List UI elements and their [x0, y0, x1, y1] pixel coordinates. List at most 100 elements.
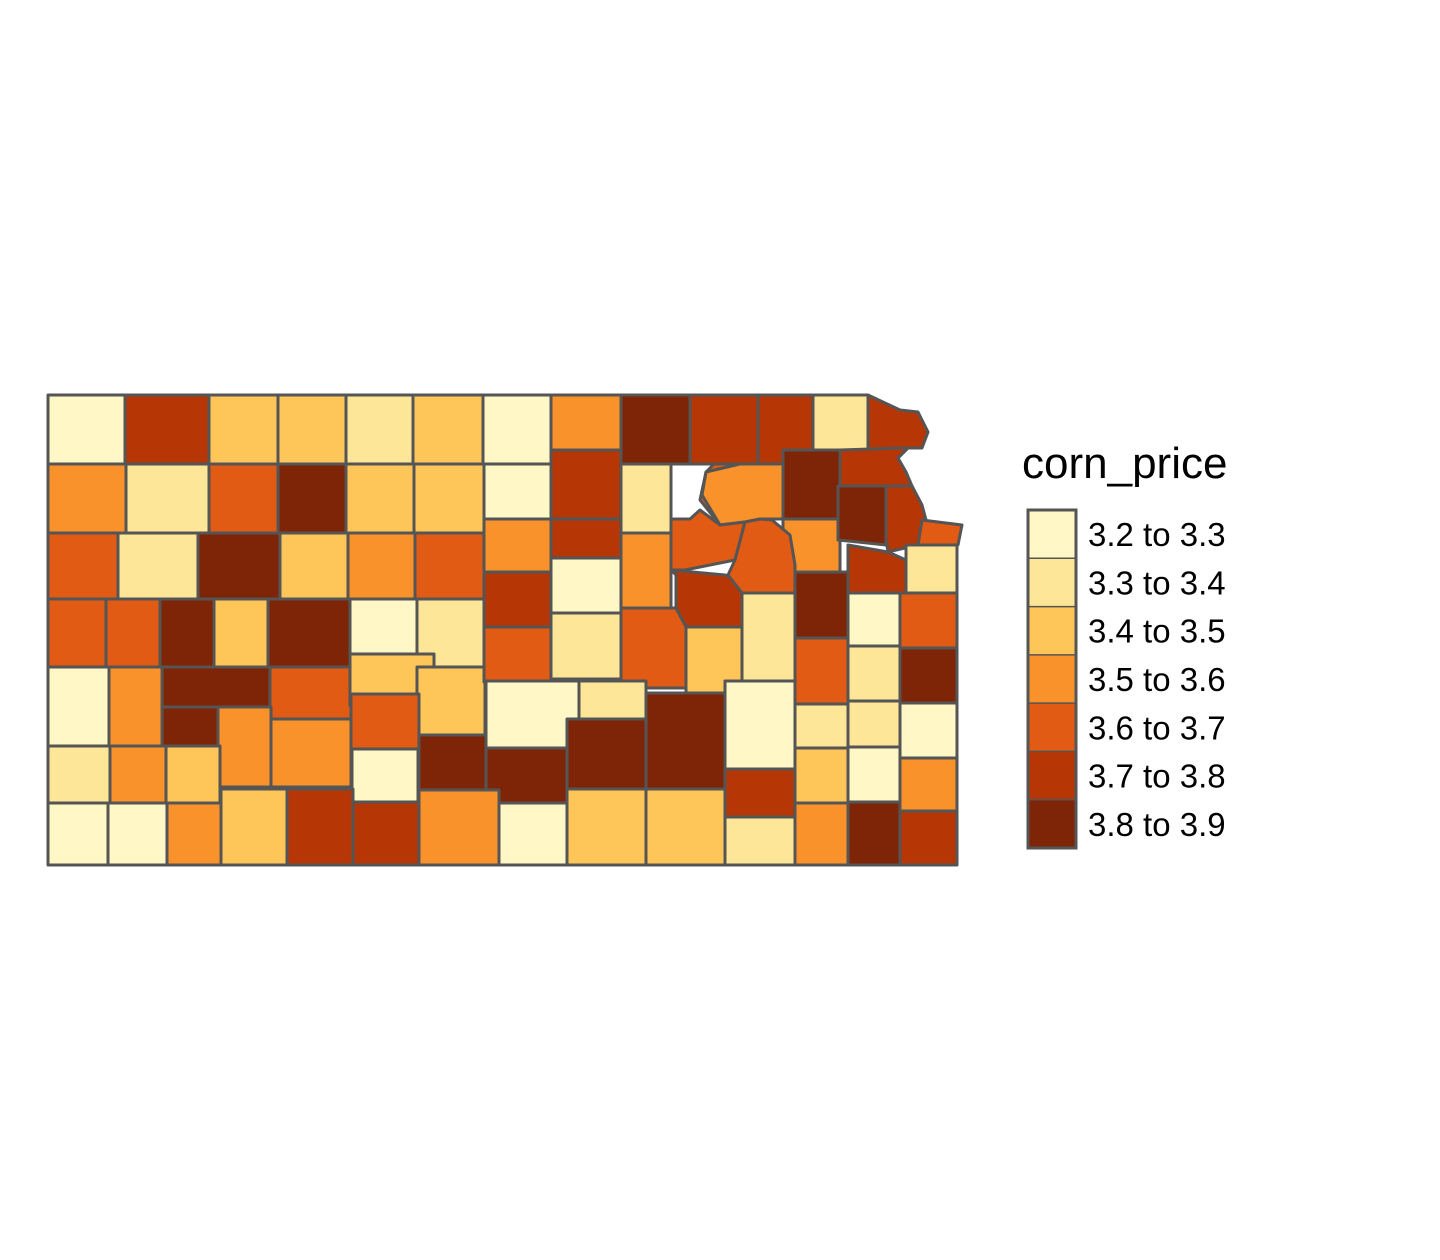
county-2 [123, 393, 211, 466]
county-6 [411, 393, 485, 466]
county-36 [212, 597, 270, 669]
county-54 [415, 665, 487, 737]
legend-swatches [1028, 510, 1076, 848]
county-90 [644, 787, 727, 867]
county-9 [619, 393, 692, 466]
legend-label-1: 3.2 to 3.3 [1088, 516, 1226, 553]
county-92 [793, 801, 850, 867]
county-48 [46, 665, 111, 748]
county-ne-6 [904, 543, 959, 595]
county-29 [482, 517, 553, 574]
county-ne-2 [838, 446, 914, 488]
county-59 [846, 644, 902, 703]
county-34 [104, 597, 162, 669]
county-86 [351, 800, 421, 867]
county-7 [481, 393, 553, 466]
county-33 [46, 597, 108, 669]
county-50 [160, 665, 272, 709]
county-17 [344, 462, 416, 535]
county-18 [412, 462, 486, 535]
county-67 [644, 691, 727, 791]
county-85 [285, 787, 355, 867]
legend-label-3: 3.4 to 3.5 [1088, 613, 1226, 650]
legend-swatch-7 [1028, 799, 1076, 848]
county-49 [107, 665, 164, 749]
county-23 [46, 531, 120, 601]
county-ne-9 [700, 462, 785, 527]
county-22 [781, 448, 842, 521]
county-64 [349, 692, 421, 751]
county-69 [793, 702, 850, 750]
county-12 [811, 393, 870, 452]
legend-swatch-3 [1028, 606, 1076, 655]
county-46 [846, 591, 902, 648]
county-70 [846, 699, 902, 749]
county-5 [344, 393, 415, 466]
county-42 [619, 606, 688, 690]
county-41 [549, 556, 623, 615]
legend-swatch-5 [1028, 703, 1076, 752]
county-78 [846, 745, 902, 804]
county-4 [276, 393, 348, 466]
legend-swatch-1 [1028, 510, 1076, 559]
county-ne-4 [836, 484, 888, 547]
county-55 [482, 625, 553, 684]
legend-swatch-2 [1028, 558, 1076, 607]
county-73 [108, 744, 168, 805]
county-layer [46, 393, 964, 867]
county-77 [793, 746, 850, 805]
county-68 [723, 679, 797, 771]
county-40 [482, 570, 553, 629]
county-75 [417, 733, 488, 792]
county-28 [413, 531, 487, 601]
legend-swatch-4 [1028, 654, 1076, 704]
county-44 [740, 591, 797, 683]
legend-swatch-6 [1028, 751, 1076, 800]
county-1 [46, 393, 127, 466]
county-3 [207, 393, 280, 466]
county-31 [619, 531, 673, 610]
legend-label-6: 3.7 to 3.8 [1088, 758, 1226, 795]
county-81 [46, 801, 110, 867]
county-72 [46, 744, 112, 805]
county-19 [482, 462, 553, 521]
legend-label-7: 3.8 to 3.9 [1088, 806, 1226, 843]
county-57 [484, 679, 581, 750]
county-ne-7 [846, 543, 908, 595]
legend-labels: 3.2 to 3.3 3.3 to 3.4 3.4 to 3.5 3.5 to 3.6… [1088, 516, 1226, 843]
county-76 [350, 747, 420, 804]
county-79 [898, 756, 959, 813]
county-24 [116, 531, 200, 601]
county-13 [46, 462, 128, 535]
county-87 [417, 788, 501, 867]
legend-frame [1026, 508, 1078, 850]
county-8 [549, 393, 623, 452]
county-63 [269, 717, 353, 789]
county-93 [846, 800, 902, 867]
legend-label-4: 3.5 to 3.6 [1088, 661, 1226, 698]
county-47 [898, 591, 959, 650]
county-38 [348, 597, 419, 656]
county-84 [219, 787, 289, 867]
county-71 [898, 701, 959, 760]
legend-label-5: 3.6 to 3.7 [1088, 709, 1226, 746]
county-80 [723, 767, 797, 819]
county-66 [565, 717, 648, 791]
county-88 [497, 801, 569, 867]
county-56 [549, 611, 623, 681]
county-20 [549, 448, 623, 521]
county-58 [577, 679, 648, 721]
county-27 [346, 531, 417, 601]
legend: corn_price 3.2 to 3.3 3.3 to 3.4 3.4 to 3.… [1022, 439, 1227, 850]
county-51 [160, 705, 220, 749]
county-91 [723, 815, 797, 867]
county-94 [898, 809, 959, 867]
county-52 [268, 665, 354, 721]
county-61 [793, 636, 850, 706]
county-74 [164, 744, 222, 805]
county-16 [276, 462, 348, 535]
county-25 [196, 531, 282, 601]
county-37 [266, 597, 352, 669]
county-26 [278, 531, 350, 601]
county-89 [565, 787, 648, 867]
